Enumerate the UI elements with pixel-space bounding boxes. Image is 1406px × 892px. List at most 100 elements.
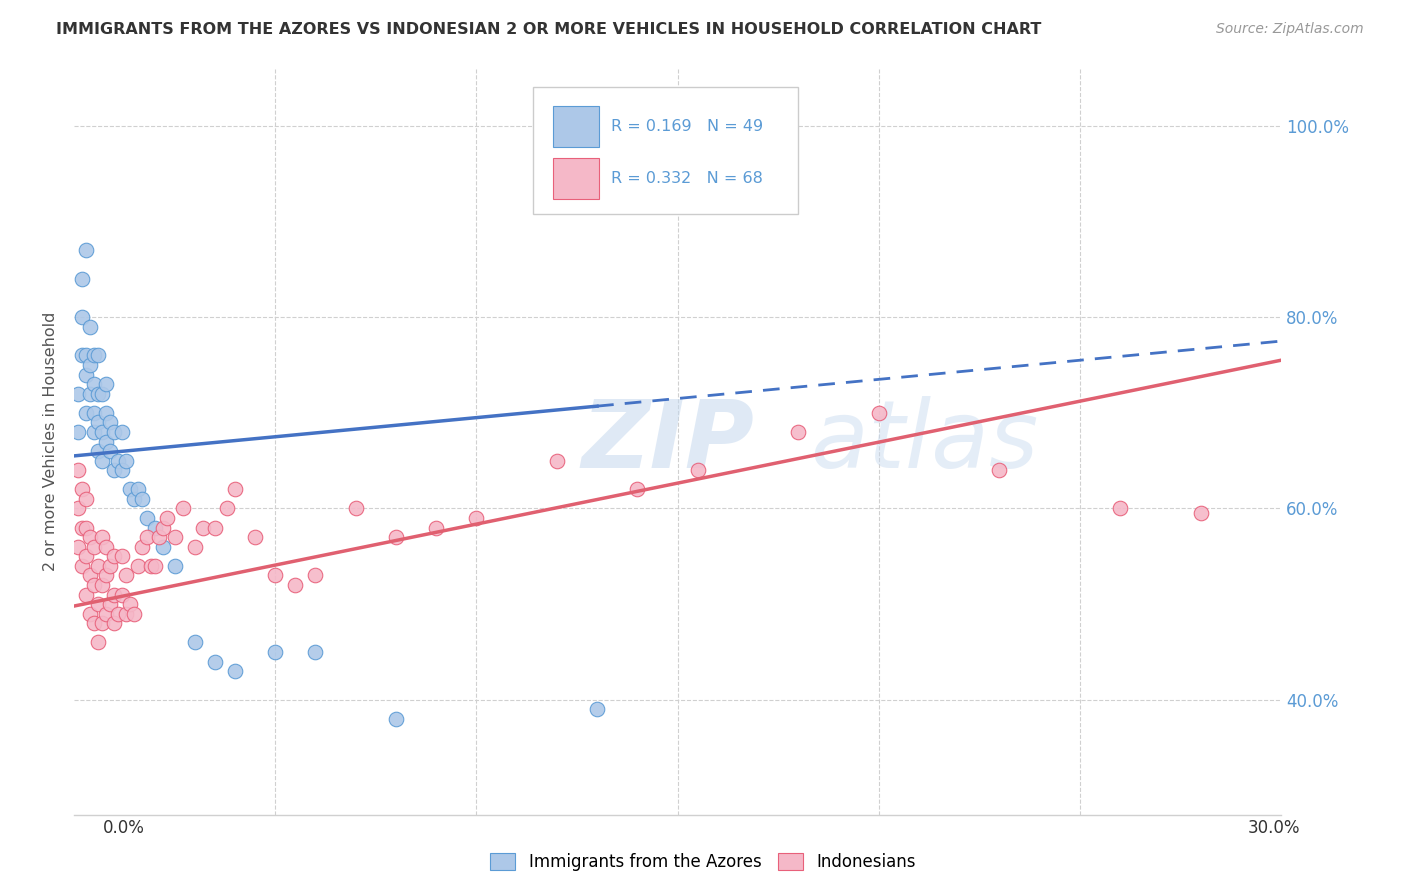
Point [111, 549, 134, 564]
Point [156, 511, 179, 525]
Point [586, 702, 609, 716]
Point [148, 530, 170, 544]
Point [83, 377, 105, 392]
Point [75, 549, 97, 564]
Point [124, 607, 146, 621]
Point [98, 597, 121, 611]
Point [385, 530, 408, 544]
Point [787, 425, 810, 439]
Point [264, 568, 287, 582]
Point [172, 501, 194, 516]
Point [139, 558, 162, 573]
Point [115, 568, 138, 582]
Point [67, 501, 90, 516]
Point [1109, 501, 1132, 516]
Y-axis label: 2 or more Vehicles in Household: 2 or more Vehicles in Household [44, 312, 58, 571]
Point [91, 616, 114, 631]
Point [215, 501, 238, 516]
Point [87, 444, 110, 458]
Point [70, 310, 93, 325]
Text: R = 0.169   N = 49: R = 0.169 N = 49 [612, 120, 763, 134]
Point [79, 358, 101, 372]
Point [111, 463, 134, 477]
Point [79, 568, 101, 582]
Point [75, 521, 97, 535]
Point [87, 416, 110, 430]
Point [120, 483, 142, 497]
Point [96, 434, 118, 449]
Point [75, 588, 97, 602]
Point [143, 521, 166, 535]
Point [135, 511, 157, 525]
Bar [553, 106, 599, 147]
FancyBboxPatch shape [533, 87, 799, 214]
Point [70, 558, 93, 573]
Point [96, 406, 118, 420]
Point [120, 597, 142, 611]
Point [184, 635, 207, 649]
Point [87, 635, 110, 649]
Point [96, 540, 118, 554]
Bar [553, 158, 599, 199]
Point [131, 540, 153, 554]
Text: Source: ZipAtlas.com: Source: ZipAtlas.com [1216, 22, 1364, 37]
Point [96, 607, 118, 621]
Point [79, 386, 101, 401]
Legend: Immigrants from the Azores, Indonesians: Immigrants from the Azores, Indonesians [482, 845, 924, 880]
Point [1189, 506, 1212, 520]
Point [87, 348, 110, 362]
Point [131, 491, 153, 506]
Point [107, 607, 129, 621]
Point [91, 453, 114, 467]
Point [103, 616, 125, 631]
Point [103, 588, 125, 602]
Point [91, 530, 114, 544]
Point [224, 664, 246, 678]
Point [75, 406, 97, 420]
Point [83, 616, 105, 631]
Point [96, 377, 118, 392]
Point [204, 521, 226, 535]
Point [91, 425, 114, 439]
Text: R = 0.332   N = 68: R = 0.332 N = 68 [612, 171, 763, 186]
Point [111, 425, 134, 439]
Point [83, 348, 105, 362]
Point [465, 511, 488, 525]
Point [75, 491, 97, 506]
Text: ZIP: ZIP [581, 395, 754, 488]
Text: IMMIGRANTS FROM THE AZORES VS INDONESIAN 2 OR MORE VEHICLES IN HOUSEHOLD CORRELA: IMMIGRANTS FROM THE AZORES VS INDONESIAN… [56, 22, 1042, 37]
Point [115, 607, 138, 621]
Point [163, 558, 186, 573]
Point [988, 463, 1011, 477]
Point [546, 453, 568, 467]
Point [83, 540, 105, 554]
Point [103, 463, 125, 477]
Point [91, 386, 114, 401]
Point [135, 530, 157, 544]
Point [70, 521, 93, 535]
Point [79, 607, 101, 621]
Point [98, 444, 121, 458]
Point [87, 558, 110, 573]
Point [98, 558, 121, 573]
Point [103, 425, 125, 439]
Point [70, 483, 93, 497]
Point [83, 406, 105, 420]
Point [83, 578, 105, 592]
Point [111, 588, 134, 602]
Point [67, 540, 90, 554]
Point [152, 540, 174, 554]
Point [224, 483, 246, 497]
Point [264, 645, 287, 659]
Point [115, 453, 138, 467]
Point [124, 491, 146, 506]
Point [626, 483, 648, 497]
Point [87, 386, 110, 401]
Point [67, 386, 90, 401]
Point [163, 530, 186, 544]
Point [344, 501, 367, 516]
Point [107, 453, 129, 467]
Point [243, 530, 266, 544]
Point [284, 578, 307, 592]
Point [127, 558, 149, 573]
